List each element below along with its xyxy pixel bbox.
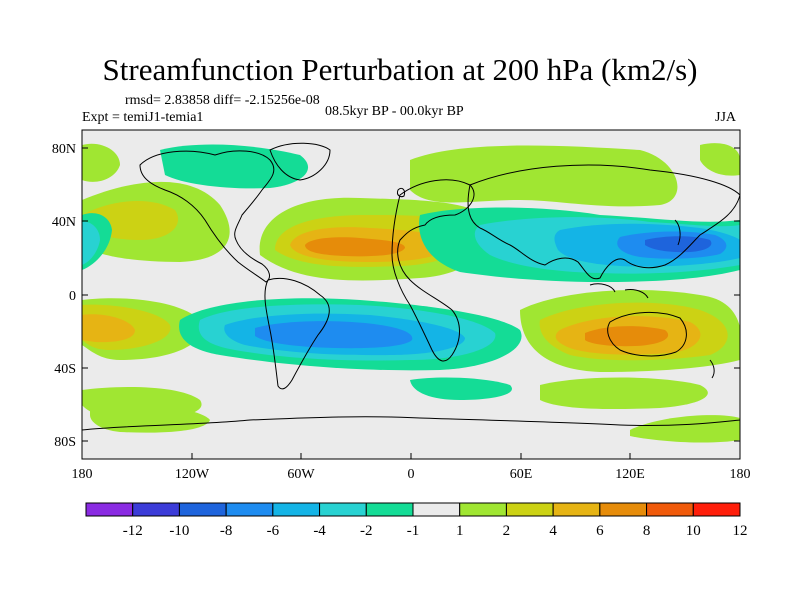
lon-label-180w: 180 — [72, 467, 93, 482]
lon-label-0: 0 — [408, 467, 415, 482]
axis-ticks — [81, 147, 741, 459]
lat-label-80n: 80N — [52, 142, 76, 157]
lat-label-40n: 40N — [52, 215, 76, 230]
colorbar-swatch — [319, 502, 367, 517]
rmsd-diff-stats: rmsd= 2.83858 diff= -2.15256e-08 — [125, 93, 320, 108]
colorbar: -12 -10 -8 -6 -4 -2 -1 1 2 4 6 8 10 12 — [85, 502, 748, 539]
experiment-label: Expt = temiJ1-temia1 — [82, 110, 204, 125]
colorbar-label: 2 — [503, 523, 511, 539]
colorbar-swatch — [692, 502, 741, 517]
colorbar-swatch — [412, 502, 461, 517]
colorbar-label: 4 — [549, 523, 557, 539]
colorbar-label: -4 — [313, 523, 326, 539]
chart-title: Streamfunction Perturbation at 200 hPa (… — [102, 52, 698, 87]
contour-fill-layer — [82, 142, 740, 443]
colorbar-swatch — [599, 502, 648, 517]
colorbar-swatch — [178, 502, 227, 517]
colorbar-swatch — [505, 502, 554, 517]
lon-label-120w: 120W — [175, 467, 210, 482]
colorbar-label: 6 — [596, 523, 604, 539]
season-label: JJA — [715, 110, 737, 125]
lon-label-180e: 180 — [730, 467, 751, 482]
colorbar-label: 8 — [643, 523, 651, 539]
colorbar-swatch — [132, 502, 180, 517]
lon-label-120e: 120E — [615, 467, 645, 482]
colorbar-swatch — [552, 502, 601, 517]
lat-label-80s: 80S — [54, 435, 76, 450]
colorbar-swatch — [365, 502, 414, 517]
lat-label-0: 0 — [69, 289, 76, 304]
colorbar-label: -12 — [123, 523, 143, 539]
colorbar-label: 10 — [686, 523, 701, 539]
colorbar-swatch — [272, 502, 321, 517]
lon-label-60w: 60W — [287, 467, 315, 482]
coastlines — [82, 142, 740, 431]
colorbar-swatch — [646, 502, 694, 517]
colorbar-label: -2 — [360, 523, 373, 539]
lat-label-40s: 40S — [54, 362, 76, 377]
lon-label-60e: 60E — [510, 467, 533, 482]
colorbar-swatch — [85, 502, 134, 517]
colorbar-label: -6 — [267, 523, 280, 539]
colorbar-label: -10 — [169, 523, 189, 539]
colorbar-label: -1 — [407, 523, 420, 539]
colorbar-swatch — [225, 502, 274, 517]
colorbar-label: 12 — [733, 523, 748, 539]
colorbar-label: 1 — [456, 523, 464, 539]
colorbar-swatch — [459, 502, 507, 517]
colorbar-label: -8 — [220, 523, 233, 539]
period-label: 08.5kyr BP - 00.0kyr BP — [325, 104, 464, 119]
